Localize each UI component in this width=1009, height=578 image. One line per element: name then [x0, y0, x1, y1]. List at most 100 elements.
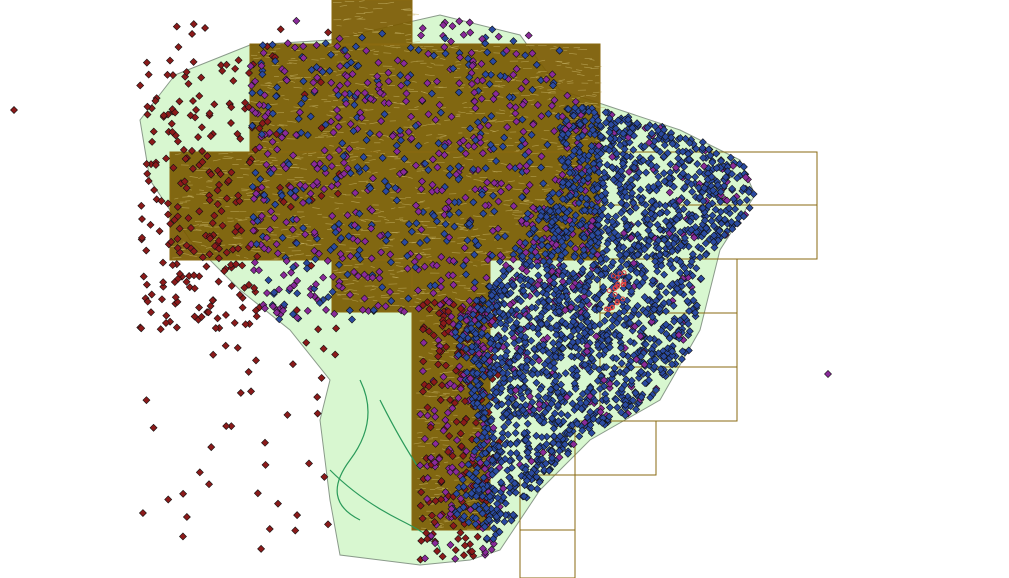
tile-texture-stroke: [389, 168, 396, 170]
tile-texture-stroke: [339, 121, 346, 123]
tile-texture-stroke: [195, 229, 202, 232]
occurrence-point: [238, 261, 247, 270]
tile-texture-stroke: [499, 109, 506, 112]
tile-texture-stroke: [434, 212, 444, 214]
occurrence-point: [195, 272, 204, 281]
tile-texture-stroke: [227, 220, 234, 223]
occurrence-point-layer: [10, 16, 832, 564]
tile-texture-stroke: [416, 408, 426, 411]
tile-texture-stroke: [428, 359, 439, 362]
tile-texture-stroke: [425, 442, 433, 444]
tile-texture-stroke: [420, 487, 426, 490]
tile-texture-stroke: [389, 183, 398, 186]
tile-texture-stroke: [363, 11, 374, 14]
tile-texture-stroke: [414, 106, 419, 108]
tile-texture-stroke: [473, 179, 482, 181]
tile-texture-stroke: [400, 305, 405, 308]
tile-texture-stroke: [472, 264, 478, 267]
occurrence-point: [143, 110, 152, 119]
tile-texture-stroke: [198, 224, 209, 227]
tile-texture-stroke: [426, 315, 433, 317]
tile-texture-stroke: [405, 38, 413, 41]
tile-texture-stroke: [466, 175, 472, 178]
tile-texture-stroke: [580, 63, 589, 66]
tile-texture-stroke: [479, 176, 488, 179]
tile-texture-stroke: [378, 138, 384, 141]
raster-tile: [332, 0, 412, 45]
tile-texture-stroke: [364, 219, 374, 222]
tile-texture-stroke: [442, 371, 453, 374]
occurrence-point: [188, 29, 197, 38]
tile-texture-stroke: [519, 115, 529, 118]
tile-texture-stroke: [453, 156, 464, 159]
tile-texture-stroke: [470, 365, 476, 367]
tile-texture-stroke: [458, 436, 463, 439]
tile-texture-stroke: [308, 86, 318, 89]
tile-texture-stroke: [345, 283, 355, 285]
occurrence-point: [332, 324, 341, 333]
tile-texture-stroke: [401, 8, 411, 10]
tile-texture-stroke: [394, 32, 405, 34]
tile-texture-stroke: [527, 99, 535, 102]
tile-texture-stroke: [592, 93, 597, 96]
tile-texture-stroke: [401, 203, 412, 206]
tile-texture-stroke: [481, 46, 487, 49]
occurrence-point: [206, 302, 215, 311]
tile-texture-stroke: [196, 253, 206, 255]
tile-texture-stroke: [556, 61, 563, 63]
tile-texture-stroke: [467, 499, 478, 502]
tile-texture-stroke: [274, 173, 283, 175]
tile-texture-stroke: [339, 4, 348, 7]
tile-texture-stroke: [174, 153, 181, 156]
tile-texture-stroke: [355, 83, 365, 86]
tile-texture-stroke: [549, 47, 557, 50]
occurrence-point: [164, 199, 172, 208]
tile-texture-stroke: [380, 296, 390, 299]
tile-texture-stroke: [426, 256, 432, 258]
tile-texture-stroke: [271, 159, 278, 162]
tile-texture-stroke: [371, 212, 381, 215]
tile-texture-stroke: [438, 522, 444, 525]
tile-texture-stroke: [348, 183, 357, 185]
tile-texture-stroke: [249, 182, 255, 185]
tile-texture-stroke: [394, 32, 402, 34]
tile-texture-stroke: [540, 91, 551, 93]
tile-texture-stroke: [372, 31, 379, 34]
occurrence-point: [192, 105, 201, 114]
tile-texture-stroke: [459, 228, 469, 231]
tile-texture-stroke: [413, 442, 422, 445]
tile-texture-stroke: [428, 352, 434, 355]
occurrence-point: [265, 525, 274, 533]
tile-texture-stroke: [272, 239, 280, 241]
tile-texture-stroke: [453, 76, 462, 78]
tile-texture-stroke: [416, 297, 422, 300]
tile-texture-stroke: [237, 219, 248, 222]
tile-texture-stroke: [559, 79, 565, 82]
tile-texture-stroke: [512, 188, 523, 191]
tile-texture-stroke: [384, 218, 390, 221]
tile-texture-stroke: [358, 17, 364, 20]
tile-texture-stroke: [486, 120, 496, 123]
tile-texture-stroke: [272, 193, 278, 195]
tile-texture-stroke: [396, 271, 404, 273]
tile-texture-stroke: [388, 238, 395, 241]
tile-texture-stroke: [451, 45, 459, 48]
tile-texture-stroke: [267, 87, 273, 89]
tile-texture-stroke: [463, 287, 471, 289]
tile-texture-stroke: [309, 105, 319, 107]
tile-texture-stroke: [571, 70, 581, 73]
tile-texture-stroke: [566, 80, 574, 83]
tile-texture-stroke: [358, 122, 367, 125]
tile-texture-stroke: [585, 94, 596, 97]
occurrence-point: [204, 308, 213, 317]
tile-texture-stroke: [566, 204, 575, 207]
tile-texture-stroke: [354, 263, 364, 265]
tile-texture-stroke: [348, 156, 359, 158]
tile-texture-stroke: [525, 44, 535, 47]
grid-cell: [249, 43, 601, 153]
tile-texture-stroke: [182, 196, 192, 198]
tile-texture-stroke: [312, 105, 318, 108]
tile-texture-stroke: [199, 191, 208, 194]
tile-texture-stroke: [589, 58, 595, 61]
